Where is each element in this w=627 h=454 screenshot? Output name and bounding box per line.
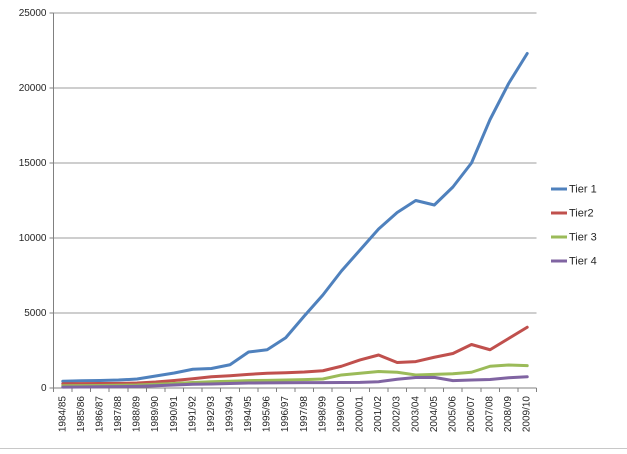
x-axis-label: 2001/02 xyxy=(373,396,384,433)
x-axis-label: 1999/00 xyxy=(336,396,347,433)
x-axis-label: 1996/97 xyxy=(280,396,291,433)
x-axis-label: 1988/89 xyxy=(132,396,143,433)
x-axis-label: 1984/85 xyxy=(57,396,68,433)
y-axis-label: 25000 xyxy=(19,8,47,19)
y-axis-label: 15000 xyxy=(19,158,47,169)
x-axis-label: 1992/93 xyxy=(206,396,217,433)
x-axis-label: 1990/91 xyxy=(169,396,180,433)
x-axis-label: 2005/06 xyxy=(447,396,458,433)
x-axis-label: 1989/90 xyxy=(150,396,161,433)
legend-label-tier-4[interactable]: Tier 4 xyxy=(569,256,597,268)
x-axis-label: 1994/95 xyxy=(243,396,254,433)
x-axis-label: 1998/99 xyxy=(317,396,328,433)
y-axis-label: 0 xyxy=(41,383,47,394)
legend-label-tier-1[interactable]: Tier 1 xyxy=(569,184,597,196)
x-axis-label: 2007/08 xyxy=(485,396,496,433)
x-axis-label: 1997/98 xyxy=(299,396,310,433)
legend-label-tier-3[interactable]: Tier 3 xyxy=(569,232,597,244)
x-axis-label: 2009/10 xyxy=(522,396,533,433)
series-line-tier-4[interactable] xyxy=(61,375,529,389)
y-axis-label: 5000 xyxy=(24,308,47,319)
x-axis-label: 2000/01 xyxy=(355,396,366,433)
x-axis-label: 1985/86 xyxy=(76,396,87,433)
x-axis-label: 2004/05 xyxy=(429,396,440,433)
y-axis-label: 20000 xyxy=(19,83,47,94)
x-axis-label: 1995/96 xyxy=(262,396,273,433)
x-axis-label: 2008/09 xyxy=(503,396,514,433)
x-axis-label: 1986/87 xyxy=(94,396,105,433)
x-axis-label: 1993/94 xyxy=(224,396,235,433)
x-axis-label: 1987/88 xyxy=(113,396,124,433)
series-line-tier-1[interactable] xyxy=(61,52,529,383)
legend-label-tier2[interactable]: Tier2 xyxy=(569,208,594,220)
series-line-tier2[interactable] xyxy=(61,325,529,386)
x-axis-label: 2006/07 xyxy=(466,396,477,433)
x-axis-label: 1991/92 xyxy=(187,396,198,433)
x-axis-label: 2002/03 xyxy=(392,396,403,433)
x-axis-label: 2003/04 xyxy=(410,396,421,433)
y-axis-label: 10000 xyxy=(19,233,47,244)
